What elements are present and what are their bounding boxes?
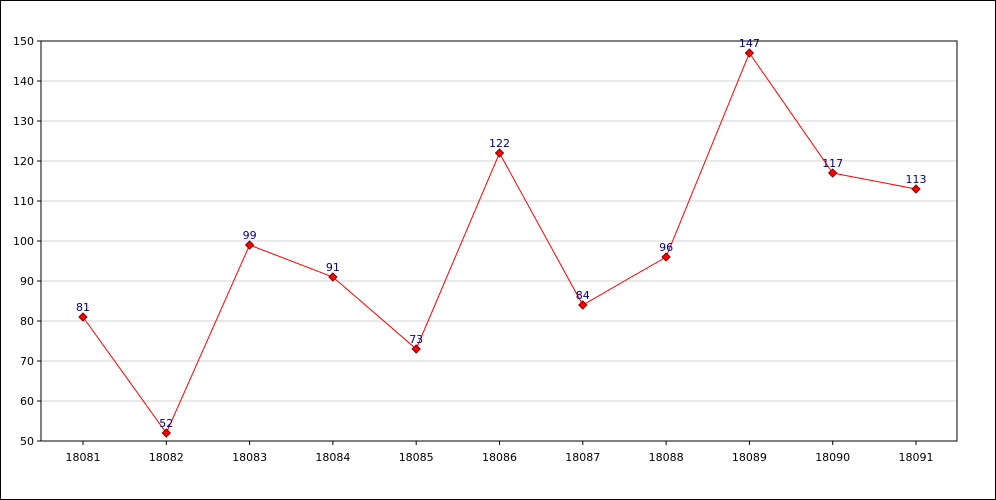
x-tick-label: 18083 (232, 451, 267, 464)
y-tick-label: 150 (13, 35, 34, 48)
x-tick-label: 18087 (565, 451, 600, 464)
data-point-marker (827, 168, 838, 178)
data-label: 113 (906, 173, 927, 186)
data-label: 96 (659, 241, 673, 254)
data-label: 99 (243, 229, 257, 242)
x-tick-label: 18086 (482, 451, 517, 464)
y-tick-label: 80 (20, 315, 34, 328)
data-point-marker (494, 148, 505, 158)
y-tick-label: 110 (13, 195, 34, 208)
data-label: 81 (76, 301, 90, 314)
y-tick-label: 100 (13, 235, 34, 248)
grid-lines (41, 80, 957, 402)
series-line (82, 51, 917, 435)
series-line-group (82, 51, 917, 435)
data-point-marker (578, 300, 588, 310)
data-point-marker (78, 312, 88, 322)
y-axis-ticks: 50 60 70 80 90 100 110 120 130 140 150 (13, 35, 41, 448)
y-tick-label: 90 (20, 275, 34, 288)
x-tick-label: 18089 (732, 451, 767, 464)
data-label: 91 (326, 261, 340, 274)
x-axis-ticks: 18081 18082 18083 18084 18085 18086 18087 18088… (66, 441, 934, 464)
data-point-marker (244, 240, 255, 250)
data-point-marker (328, 272, 338, 282)
y-tick-label: 120 (13, 155, 34, 168)
x-tick-label: 18084 (315, 451, 350, 464)
data-point-marker (911, 184, 921, 194)
x-tick-label: 18091 (899, 451, 934, 464)
y-tick-label: 140 (13, 75, 34, 88)
data-label: 117 (822, 157, 843, 170)
y-tick-label: 70 (20, 355, 34, 368)
data-label: 122 (489, 137, 510, 150)
y-tick-label: 60 (20, 395, 34, 408)
data-label: 73 (409, 333, 423, 346)
markers (78, 48, 921, 438)
data-label: 147 (739, 37, 760, 50)
data-label: 84 (576, 289, 590, 302)
y-tick-label: 50 (20, 435, 34, 448)
data-labels: 81 52 99 91 73 122 84 96 147 117 113 (76, 37, 927, 430)
data-point-marker (661, 252, 671, 262)
data-point-marker (411, 344, 421, 354)
data-point-marker (161, 428, 172, 438)
x-tick-label: 18081 (66, 451, 101, 464)
y-tick-label: 130 (13, 115, 34, 128)
x-tick-label: 18082 (149, 451, 184, 464)
data-point-marker (744, 48, 755, 58)
x-tick-label: 18088 (649, 451, 684, 464)
x-tick-label: 18085 (399, 451, 434, 464)
data-label: 52 (159, 417, 173, 430)
x-tick-label: 18090 (815, 451, 850, 464)
